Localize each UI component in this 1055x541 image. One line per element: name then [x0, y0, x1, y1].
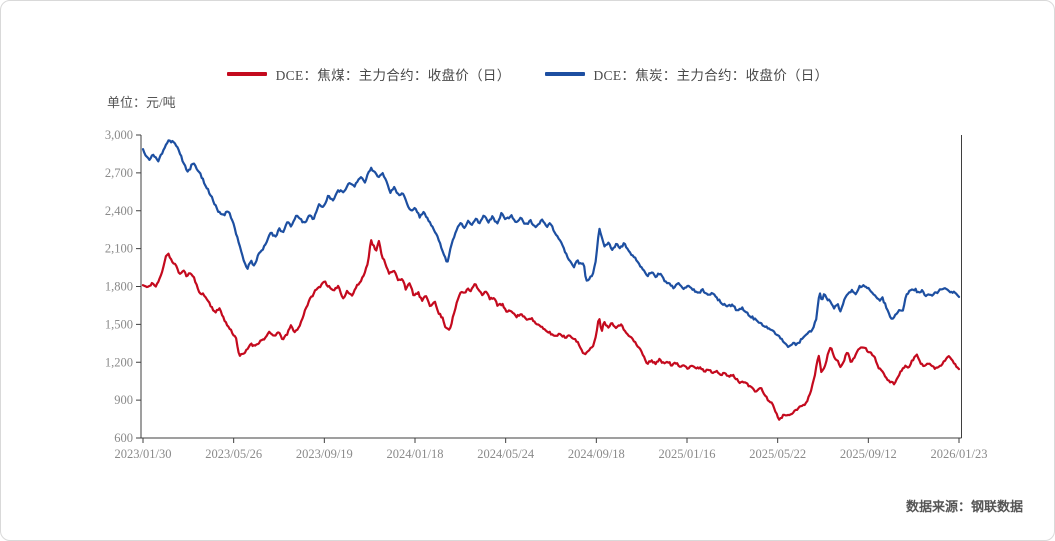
- x-tick-label: 2025/01/16: [659, 447, 716, 461]
- legend-label-coke: DCE：焦炭：主力合约：收盘价（日）: [593, 68, 829, 83]
- x-tick-label: 2026/01/23: [931, 447, 988, 461]
- y-tick-label: 1,200: [105, 355, 133, 369]
- data-source-label: 数据来源：钢联数据: [905, 499, 1023, 514]
- y-tick-label: 3,000: [105, 128, 133, 142]
- chart-legend: DCE：焦煤：主力合约：收盘价（日） DCE：焦炭：主力合约：收盘价（日）: [1, 64, 1054, 84]
- legend-item-coking-coal: DCE：焦煤：主力合约：收盘价（日）: [226, 64, 511, 84]
- x-tick-label: 2024/01/18: [387, 447, 444, 461]
- x-tick-label: 2024/05/24: [477, 447, 535, 461]
- legend-label-coking-coal: DCE：焦煤：主力合约：收盘价（日）: [275, 68, 511, 83]
- blue-line-swatch: [544, 72, 585, 76]
- x-tick-label: 2023/09/19: [296, 447, 353, 461]
- legend-item-coke: DCE：焦炭：主力合约：收盘价（日）: [544, 64, 829, 84]
- coking-coal-price-line: [141, 239, 961, 421]
- y-tick-label: 900: [114, 393, 133, 407]
- y-tick-label: 1,800: [105, 280, 133, 294]
- coke-price-line: [141, 139, 961, 349]
- x-tick-label: 2024/09/18: [568, 447, 625, 461]
- x-tick-label: 2025/09/12: [840, 447, 897, 461]
- y-tick-label: 2,100: [105, 242, 133, 256]
- x-tick-label: 2025/05/22: [749, 447, 806, 461]
- y-tick-label: 1,500: [105, 317, 133, 331]
- x-tick-label: 2023/05/26: [205, 447, 262, 461]
- red-line-swatch: [226, 72, 267, 76]
- y-axis-unit-label: 单位：元/吨: [107, 95, 176, 110]
- x-tick-label: 2023/01/30: [115, 447, 172, 461]
- y-tick-label: 2,400: [105, 204, 133, 218]
- y-tick-label: 600: [114, 431, 133, 445]
- y-tick-label: 2,700: [105, 166, 133, 180]
